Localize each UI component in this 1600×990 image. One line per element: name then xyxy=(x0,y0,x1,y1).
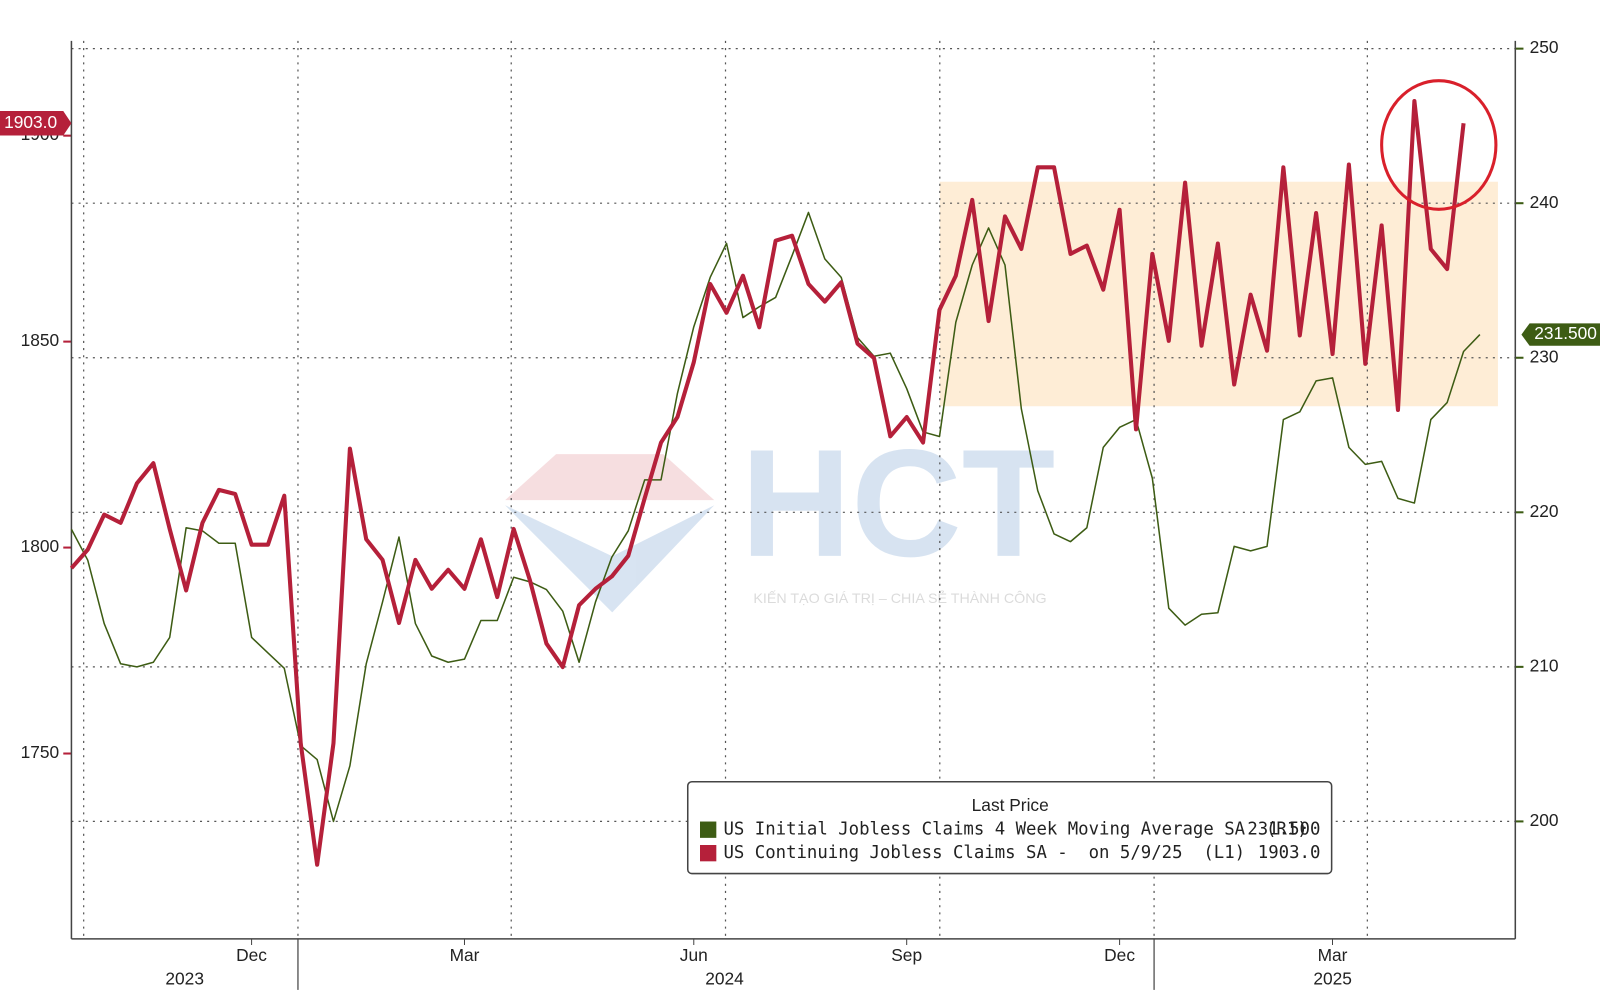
y-tick-label: 1850 xyxy=(21,330,60,350)
x-tick-label: Jun xyxy=(680,945,708,965)
x-tick-label: Mar xyxy=(450,945,480,965)
highlight-band xyxy=(939,181,1498,407)
y-tick-label: 1750 xyxy=(21,742,60,762)
series-line xyxy=(69,98,1466,867)
x-tick-label: Sep xyxy=(891,945,922,965)
watermark-logo xyxy=(505,454,715,501)
y2-tick-label: 200 xyxy=(1530,810,1559,830)
highlight-circle xyxy=(1380,79,1498,211)
legend-label: US Continuing Jobless Claims SA - on 5/9… xyxy=(723,843,1245,863)
last-value-badge xyxy=(0,111,72,136)
series-line xyxy=(70,211,1481,823)
last-value-label: 1903.0 xyxy=(4,112,57,132)
legend-value: 231.500 xyxy=(1247,820,1320,840)
legend-title: Last Price xyxy=(972,795,1049,815)
watermark: HCT KIẾN TẠO GIÁ TRỊ – CHIA SẺ THÀNH CÔN… xyxy=(505,418,1055,613)
legend-label: US Initial Jobless Claims 4 Week Moving … xyxy=(723,820,1307,840)
watermark-subtitle: KIẾN TẠO GIÁ TRỊ – CHIA SẺ THÀNH CÔNG xyxy=(753,590,1046,607)
x-group-label: 2023 xyxy=(165,968,204,988)
legend-swatch xyxy=(700,845,717,862)
x-tick-label: Mar xyxy=(1318,945,1348,965)
x-tick-label: Dec xyxy=(1104,945,1135,965)
legend: Last Price US Initial Jobless Claims 4 W… xyxy=(686,780,1333,875)
watermark-title: HCT xyxy=(741,418,1056,589)
y2-tick-label: 210 xyxy=(1530,655,1559,675)
x-group-label: 2024 xyxy=(705,968,744,988)
last-value-label: 231.500 xyxy=(1534,323,1597,343)
x-tick-label: Dec xyxy=(236,945,267,965)
last-value-badge xyxy=(1521,323,1600,346)
watermark-logo xyxy=(505,505,715,613)
legend-swatch xyxy=(700,821,717,838)
x-group-label: 2025 xyxy=(1313,968,1352,988)
y2-tick-label: 220 xyxy=(1530,501,1559,521)
y2-tick-label: 240 xyxy=(1530,192,1559,212)
legend-box xyxy=(686,780,1333,875)
y2-tick-label: 230 xyxy=(1530,346,1559,366)
legend-value: 1903.0 xyxy=(1258,843,1321,863)
y-tick-label: 1800 xyxy=(21,536,60,556)
y2-tick-label: 250 xyxy=(1530,37,1559,57)
